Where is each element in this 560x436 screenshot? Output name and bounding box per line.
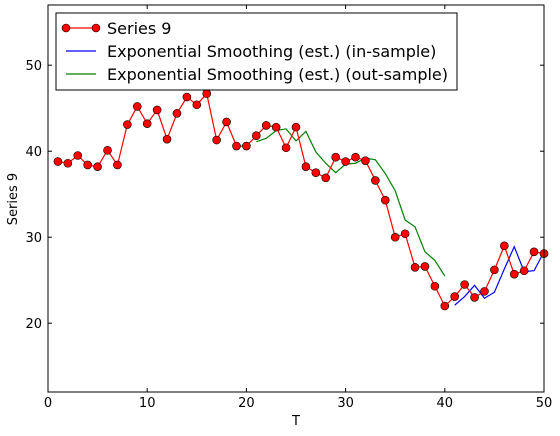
data-point-series-9: [202, 89, 212, 98]
data-point-series-9: [509, 269, 519, 279]
data-point-series-9: [450, 292, 460, 301]
y-tick-label: 50: [25, 59, 42, 74]
data-point-series-9: [351, 152, 360, 162]
plot-frame: [47, 4, 545, 393]
data-point-series-9: [222, 117, 231, 127]
data-point-series-9: [331, 152, 340, 162]
x-axis-label: T: [291, 414, 300, 429]
data-point-series-9: [242, 141, 251, 151]
data-point-series-9: [380, 195, 390, 205]
data-point-series-9: [142, 119, 152, 128]
series-line-exponential-smoothing-est-out-sample: [256, 128, 446, 277]
plot-area: [53, 89, 549, 311]
data-point-series-9: [440, 301, 450, 311]
data-point-series-9: [400, 229, 410, 239]
data-point-series-9: [73, 151, 83, 160]
x-tick-label: 10: [139, 396, 156, 411]
legend: Series 9 Exponential Smoothing (est.) (i…: [55, 12, 458, 91]
data-point-series-9: [460, 280, 469, 289]
x-tick-label: 40: [437, 396, 454, 411]
data-point-series-9: [420, 262, 430, 271]
data-point-series-9: [232, 141, 241, 151]
data-point-series-9: [500, 241, 509, 251]
legend-label-out-sample: Exponential Smoothing (est.) (out-sample…: [107, 65, 448, 84]
data-point-series-9: [480, 287, 489, 296]
data-point-series-9: [390, 232, 400, 242]
data-point-series-9: [212, 135, 221, 145]
axis-ticks: 0 10 20 30 40 50 20 30 40 50: [25, 5, 552, 411]
data-point-series-9: [182, 92, 192, 102]
data-point-series-9: [291, 122, 301, 132]
x-tick-label: 30: [337, 396, 354, 411]
data-point-series-9: [371, 176, 380, 185]
data-point-series-9: [83, 160, 92, 170]
data-point-series-9: [113, 160, 122, 170]
data-point-series-9: [410, 262, 420, 272]
y-tick-label: 20: [25, 317, 42, 332]
data-point-series-9: [271, 122, 281, 132]
x-tick-label: 50: [536, 396, 553, 411]
data-point-series-9: [261, 121, 271, 130]
data-point-series-9: [490, 265, 499, 275]
data-point-series-9: [281, 143, 291, 153]
y-tick-label: 30: [25, 231, 42, 246]
x-tick-label: 0: [44, 396, 52, 411]
data-point-series-9: [63, 158, 73, 168]
y-tick-label: 40: [25, 145, 42, 160]
data-point-series-9: [162, 134, 172, 144]
legend-label-series-9: Series 9: [107, 19, 171, 38]
y-axis-label: Series 9: [6, 173, 21, 225]
data-point-series-9: [311, 168, 321, 177]
legend-marker-series-9-end: [91, 23, 101, 33]
data-point-series-9: [252, 131, 261, 141]
legend-box: [55, 12, 458, 91]
x-tick-label: 20: [238, 396, 255, 411]
data-point-series-9: [53, 157, 63, 166]
data-point-series-9: [152, 105, 162, 115]
data-point-series-9: [301, 162, 311, 171]
data-point-series-9: [470, 293, 479, 302]
data-point-series-9: [321, 173, 331, 183]
legend-label-in-sample: Exponential Smoothing (est.) (in-sample): [107, 42, 436, 61]
legend-marker-series-9: [61, 23, 71, 33]
data-point-series-9: [529, 247, 539, 257]
data-point-series-9: [430, 281, 440, 291]
data-point-series-9: [341, 157, 350, 166]
data-point-series-9: [132, 102, 142, 111]
data-point-series-9: [103, 146, 112, 155]
series-line-exponential-smoothing-est-in-sample: [454, 245, 545, 306]
data-point-series-9: [172, 109, 182, 118]
data-point-series-9: [519, 266, 529, 276]
data-point-series-9: [361, 156, 370, 165]
data-point-series-9: [93, 162, 102, 171]
data-point-series-9: [123, 120, 132, 129]
data-point-series-9: [192, 100, 202, 110]
